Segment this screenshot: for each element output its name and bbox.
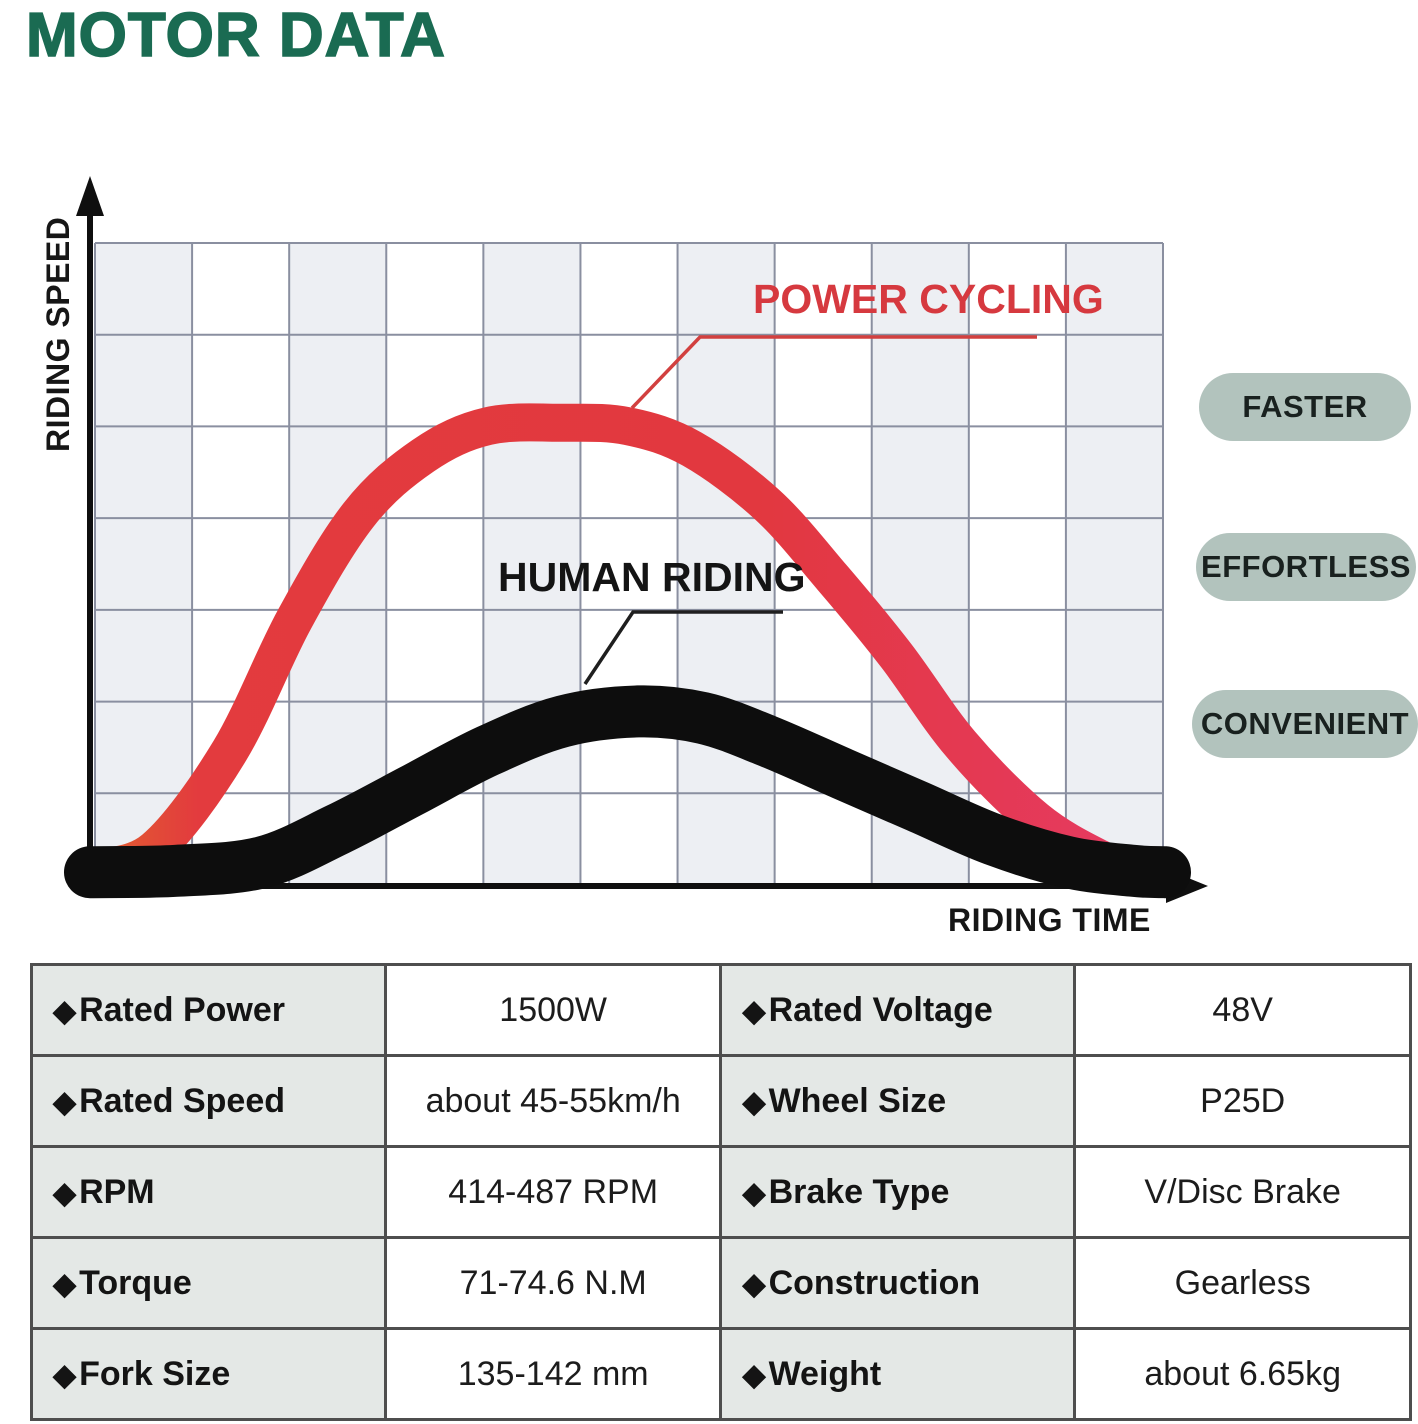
spec-label-wheel-size: ◆Wheel Size — [719, 1054, 1077, 1148]
y-axis-arrow-icon — [76, 176, 104, 216]
spec-value-weight: about 6.65kg — [1073, 1327, 1412, 1421]
diamond-icon: ◆ — [742, 1085, 766, 1119]
motor-spec-table: ◆Rated Power 1500W ◆Rated Voltage 48V ◆R… — [30, 963, 1412, 1421]
diamond-icon: ◆ — [53, 1176, 77, 1210]
spec-label-brake-type: ◆Brake Type — [719, 1145, 1077, 1239]
diamond-icon: ◆ — [53, 994, 77, 1028]
spec-value-fork-size: 135-142 mm — [383, 1327, 723, 1421]
power-cycling-curve — [71, 403, 1152, 888]
table-row: ◆Fork Size 135-142 mm ◆Weight about 6.65… — [30, 1327, 1412, 1421]
diamond-icon: ◆ — [742, 1267, 766, 1301]
table-row: ◆Rated Speed about 45-55km/h ◆Wheel Size… — [30, 1054, 1412, 1148]
human-riding-callout-line — [583, 610, 783, 685]
table-row: ◆Torque 71-74.6 N.M ◆Construction Gearle… — [30, 1236, 1412, 1330]
diamond-icon: ◆ — [742, 1176, 766, 1210]
diamond-icon: ◆ — [53, 1085, 77, 1119]
x-axis-label: RIDING TIME — [948, 902, 1151, 938]
diamond-icon: ◆ — [742, 1358, 766, 1392]
speed-time-chart — [64, 176, 1208, 903]
spec-label-rated-speed: ◆Rated Speed — [30, 1054, 387, 1148]
human-riding-curve — [64, 685, 1191, 899]
spec-label-fork-size: ◆Fork Size — [30, 1327, 387, 1421]
spec-label-construction: ◆Construction — [719, 1236, 1077, 1330]
human-riding-label: HUMAN RIDING — [498, 554, 806, 600]
spec-label-rated-voltage: ◆Rated Voltage — [719, 963, 1077, 1057]
spec-value-rated-voltage: 48V — [1073, 963, 1412, 1057]
spec-value-rated-speed: about 45-55km/h — [383, 1054, 723, 1148]
spec-value-rpm: 414-487 RPM — [383, 1145, 723, 1239]
power-cycling-label: POWER CYCLING — [753, 276, 1104, 322]
spec-label-torque: ◆Torque — [30, 1236, 387, 1330]
page-title: MOTOR DATA — [25, 0, 446, 71]
spec-value-construction: Gearless — [1073, 1236, 1412, 1330]
spec-label-rated-power: ◆Rated Power — [30, 963, 387, 1057]
diamond-icon: ◆ — [53, 1358, 77, 1392]
y-axis-label: RIDING SPEED — [40, 216, 76, 452]
spec-label-weight: ◆Weight — [719, 1327, 1077, 1421]
power-cycling-callout-line — [630, 335, 1037, 410]
badge-convenient: CONVENIENT — [1192, 690, 1418, 758]
spec-value-brake-type: V/Disc Brake — [1073, 1145, 1412, 1239]
spec-value-torque: 71-74.6 N.M — [383, 1236, 723, 1330]
diamond-icon: ◆ — [742, 994, 766, 1028]
badge-faster: FASTER — [1199, 373, 1411, 441]
table-row: ◆Rated Power 1500W ◆Rated Voltage 48V — [30, 963, 1412, 1057]
spec-label-rpm: ◆RPM — [30, 1145, 387, 1239]
diamond-icon: ◆ — [53, 1267, 77, 1301]
table-row: ◆RPM 414-487 RPM ◆Brake Type V/Disc Brak… — [30, 1145, 1412, 1239]
spec-value-wheel-size: P25D — [1073, 1054, 1412, 1148]
badge-effortless: EFFORTLESS — [1196, 533, 1416, 601]
spec-value-rated-power: 1500W — [383, 963, 723, 1057]
